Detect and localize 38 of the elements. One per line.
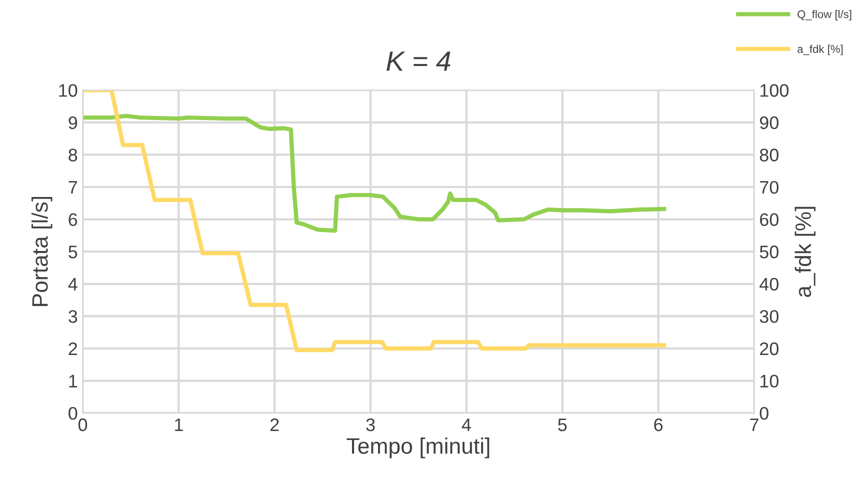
y-tick-label: 7 bbox=[68, 181, 77, 194]
x-tick-label: 4 bbox=[462, 418, 471, 432]
y2-tick-label: 40 bbox=[760, 278, 778, 291]
y2-axis-title: a_fdk [%] bbox=[794, 206, 816, 297]
y2-tick-label: 30 bbox=[760, 310, 778, 323]
y-tick-label: 2 bbox=[68, 342, 77, 356]
y2-tick-label: 20 bbox=[760, 342, 778, 356]
legend-label: Q_flow [l/s] bbox=[798, 10, 852, 20]
y2-tick-label: 60 bbox=[760, 213, 778, 226]
y2-tick-label: 90 bbox=[760, 116, 778, 130]
y-tick-label: 0 bbox=[68, 407, 78, 420]
y-tick-label: 4 bbox=[68, 278, 78, 290]
x-axis-title: Tempo [minuti] bbox=[346, 438, 490, 458]
y2-tick-label: 80 bbox=[760, 148, 778, 162]
x-tick-label: 3 bbox=[366, 418, 375, 432]
y2-tick-label: 100 bbox=[760, 84, 789, 97]
y2-tick-label: 70 bbox=[760, 180, 778, 194]
y-tick-label: 5 bbox=[68, 246, 78, 258]
y-tick-label: 3 bbox=[68, 310, 78, 323]
y-tick-label: 6 bbox=[68, 213, 78, 226]
y2-tick-label: 50 bbox=[760, 246, 778, 258]
chart-title: K = 4 bbox=[386, 52, 450, 71]
y2-tick-label: 10 bbox=[760, 374, 778, 388]
y-axis-title: Portata [l/s] bbox=[32, 196, 52, 306]
x-tick-label: 0 bbox=[78, 418, 88, 432]
y-tick-label: 8 bbox=[68, 148, 78, 162]
x-tick-label: 6 bbox=[654, 418, 663, 432]
y2-tick-label: 0 bbox=[760, 407, 768, 420]
y-tick-label: 9 bbox=[68, 116, 78, 130]
x-tick-label: 5 bbox=[558, 418, 567, 432]
x-tick-label: 1 bbox=[175, 418, 183, 432]
x-tick-label: 7 bbox=[750, 418, 758, 432]
y-tick-label: 10 bbox=[59, 84, 78, 97]
legend-label: a_fdk [%] bbox=[798, 44, 843, 56]
x-tick-label: 2 bbox=[270, 418, 279, 432]
line-series bbox=[82, 90, 666, 352]
y-tick-label: 1 bbox=[69, 374, 78, 388]
line-series bbox=[82, 114, 666, 233]
